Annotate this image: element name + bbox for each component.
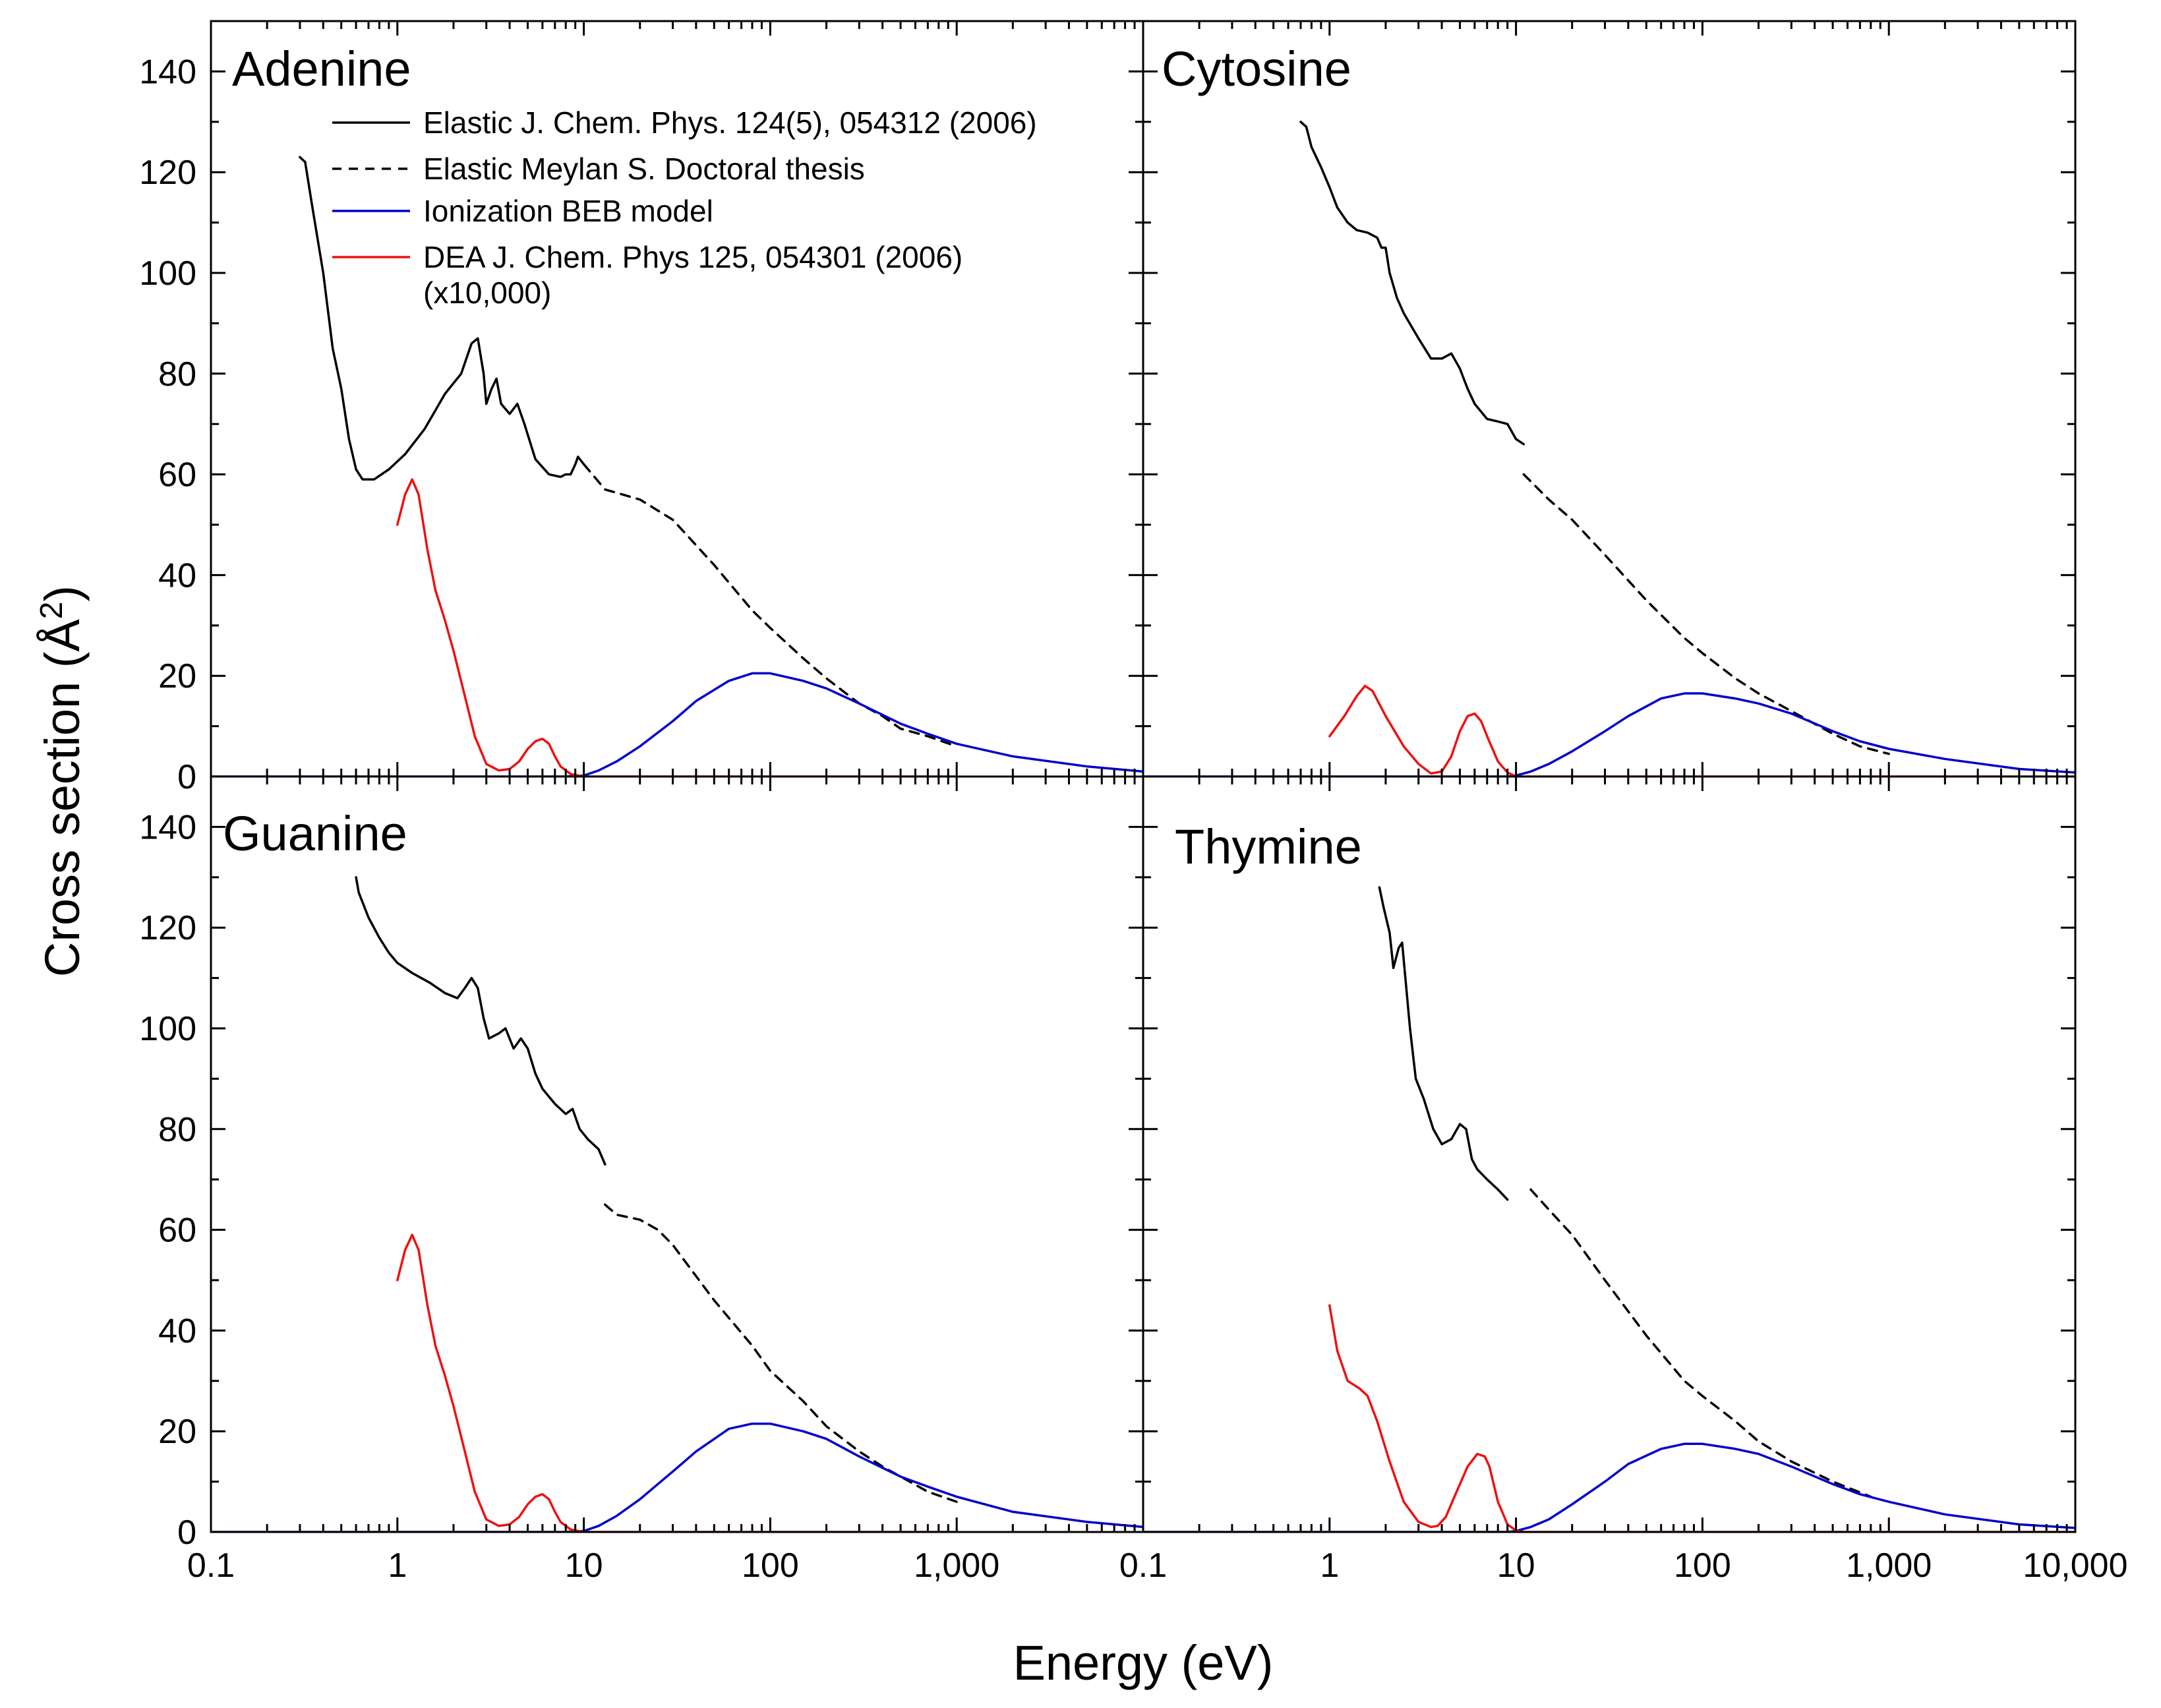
series-elastic-dashed <box>604 1203 958 1503</box>
legend-label: Elastic J. Chem. Phys. 124(5), 054312 (2… <box>423 105 1037 140</box>
y-tick-label: 20 <box>158 1413 196 1451</box>
series-group <box>211 876 1143 1532</box>
series-dea <box>396 1233 958 1532</box>
panel-guanine: 0 20 40 60 80 100 120 140 0.1 1 10 100 1,000 Guanine <box>139 775 1144 1585</box>
x-ticks <box>210 21 1136 777</box>
series-ionization <box>1143 692 2075 777</box>
panel-frame <box>210 775 1144 1533</box>
x-tick-label: 1 <box>1320 1546 1339 1585</box>
y-tick-label: 0 <box>177 758 196 796</box>
y-tick-label: 80 <box>158 355 196 394</box>
panel-title: Guanine <box>223 806 407 861</box>
series-elastic-dashed <box>582 463 958 748</box>
panel-adenine: 0 20 40 60 80 100 120 140 Adenine <box>139 20 1144 796</box>
legend-label: Ionization BEB model <box>423 194 713 228</box>
series-ionization <box>211 1422 1143 1532</box>
x-ticks <box>210 777 1136 1532</box>
y-ticks <box>1143 20 2075 778</box>
y-tick-label: 60 <box>158 456 196 494</box>
y-axis-label: Cross section (Å2) <box>34 585 90 977</box>
x-tick-label: 10 <box>1497 1546 1535 1585</box>
series-dea <box>1328 1304 2075 1532</box>
x-ticks <box>1142 777 2068 1532</box>
panel-frame <box>1142 775 2077 1533</box>
y-ticks <box>211 775 1143 1533</box>
y-tick-label: 60 <box>158 1212 196 1250</box>
legend-label: DEA J. Chem. Phys 125, 054301 (2006) <box>423 240 962 274</box>
x-axis-label: Energy (eV) <box>1013 1635 1274 1690</box>
panel-title: Thymine <box>1175 819 1362 874</box>
series-ionization <box>1143 1442 2075 1532</box>
x-tick-label: 1,000 <box>1846 1546 1932 1585</box>
x-tick-label: 100 <box>1674 1546 1731 1585</box>
y-tick-label: 120 <box>139 154 196 192</box>
y-tick-label: 20 <box>158 657 196 695</box>
series-elastic <box>355 876 607 1166</box>
series-elastic-dashed <box>1529 1188 1872 1498</box>
y-tick-label: 100 <box>139 254 196 293</box>
y-tick-label: 140 <box>139 53 196 91</box>
x-tick-label: 10 <box>565 1546 603 1585</box>
y-axis-label-end: ) <box>35 585 90 602</box>
series-ionization <box>211 672 1143 777</box>
panel-cytosine: Cytosine <box>1142 20 2077 778</box>
legend-label: Elastic Meylan S. Doctoral thesis <box>423 152 865 186</box>
panel-title: Adenine <box>232 42 411 96</box>
x-tick-label: 10,000 <box>2023 1546 2127 1585</box>
panel-title: Cytosine <box>1162 42 1351 96</box>
series-elastic <box>299 156 585 481</box>
y-tick-label: 80 <box>158 1111 196 1149</box>
y-axis-label-main: Cross section (Å <box>35 619 90 977</box>
y-ticks <box>211 20 1143 778</box>
y-tick-label: 140 <box>139 808 196 846</box>
panel-frame <box>1142 20 2077 778</box>
series-group <box>1143 886 2075 1532</box>
series-elastic <box>1378 886 1509 1201</box>
y-tick-label: 100 <box>139 1010 196 1048</box>
x-tick-label: 100 <box>742 1546 799 1585</box>
series-elastic <box>1299 121 1525 446</box>
legend-label-line2: (x10,000) <box>423 276 551 310</box>
series-dea <box>1328 684 2075 777</box>
series-group <box>211 156 1143 777</box>
x-tick-label: 0.1 <box>187 1546 235 1585</box>
panels: 0 20 40 60 80 100 120 140 Adenine Cytosine 0 20 40 60… <box>139 20 2128 1585</box>
series-group <box>1143 121 2075 777</box>
y-tick-label: 40 <box>158 556 196 595</box>
x-ticks <box>1142 21 2068 777</box>
y-tick-label: 120 <box>139 909 196 947</box>
panel-thymine: 0.1 1 10 100 1,000 10,000 Thymine <box>1119 775 2128 1585</box>
y-ticks <box>1143 775 2075 1533</box>
y-tick-label: 40 <box>158 1312 196 1350</box>
x-tick-label: 1 <box>388 1546 407 1585</box>
series-elastic-dashed <box>1522 473 1890 755</box>
x-tick-label: 1,000 <box>914 1546 999 1585</box>
legend: Elastic J. Chem. Phys. 124(5), 054312 (2… <box>332 105 1037 310</box>
series-dea <box>396 478 958 777</box>
x-tick-label: 0.1 <box>1119 1546 1167 1585</box>
y-tick-label: 0 <box>177 1514 196 1552</box>
y-axis-label-sup: 2 <box>34 602 69 620</box>
